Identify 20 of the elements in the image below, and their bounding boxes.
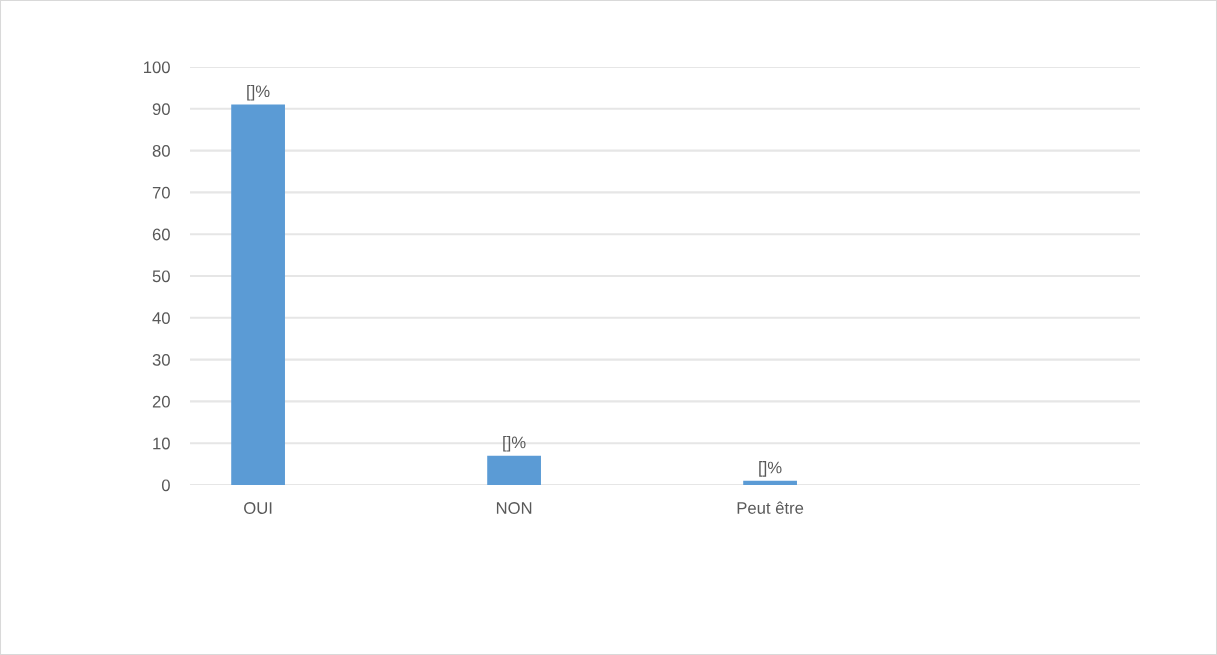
x-tick-label: OUI xyxy=(244,502,272,514)
data-label: []% xyxy=(247,84,270,101)
y-tick-label: 30 xyxy=(152,354,170,366)
y-tick-label: 20 xyxy=(152,395,170,408)
y-tick-label: 100 xyxy=(144,61,170,74)
y-tick-label: 90 xyxy=(152,103,170,115)
y-tick-label: 50 xyxy=(152,270,170,283)
x-tick-label: NON xyxy=(496,502,532,514)
y-tick-label: 40 xyxy=(152,312,170,324)
y-tick-label: 70 xyxy=(152,186,170,199)
y-tick-label: 10 xyxy=(153,437,170,450)
x-tick-label: Peut être xyxy=(737,501,804,514)
bar xyxy=(487,455,541,485)
data-label: []% xyxy=(759,461,782,477)
y-tick-label: 0 xyxy=(161,479,170,492)
data-label: []% xyxy=(503,436,526,452)
y-tick-label: 60 xyxy=(152,228,170,241)
bar xyxy=(743,480,797,485)
y-tick-label: 80 xyxy=(152,145,170,157)
bar xyxy=(231,104,285,485)
